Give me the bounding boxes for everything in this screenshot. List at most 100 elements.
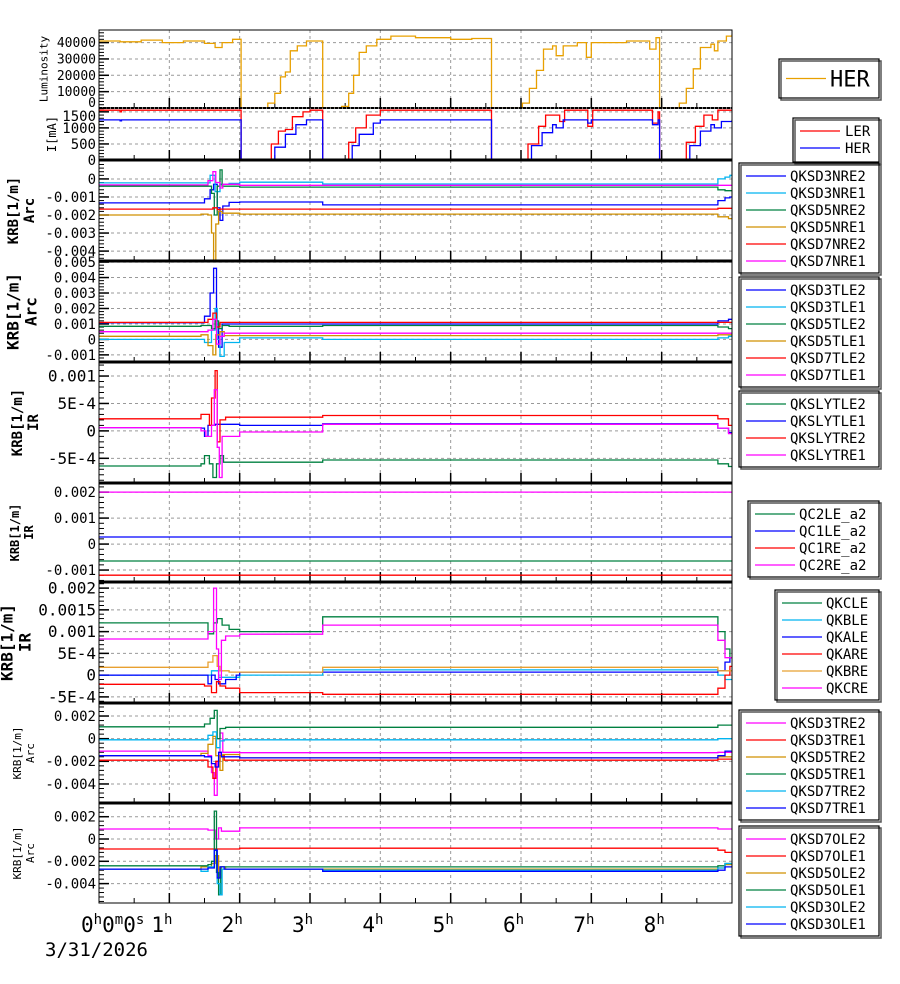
series-line-qksd5tle1	[99, 331, 732, 356]
series-line-qksd7tle2	[99, 312, 732, 328]
y-tick-label: -0.001	[45, 190, 96, 206]
legend-shadow	[740, 164, 882, 276]
x-tick-value: 0	[123, 913, 136, 937]
x-tick-label: 2h	[222, 912, 243, 937]
panel-9: 0.002 0 -0.002 -0.004 KRB[1/m] Arc	[11, 801, 733, 904]
series-line-qkslytre2	[99, 369, 732, 443]
series-group	[99, 709, 732, 796]
x-tick-value: 6	[503, 913, 516, 937]
legend-panel-3: QKSD3NRE2QKSD3NRE1QKSD5NRE2QKSD5NRE1QKSD…	[738, 162, 882, 276]
x-tick-label: 8h	[644, 912, 665, 937]
series-line-qksd3tre2	[99, 732, 732, 796]
legend-shadow	[740, 392, 882, 470]
legend-label: QC1RE_a2	[799, 541, 866, 557]
x-tick-unit: h	[234, 912, 242, 928]
y-tick-label: 0	[88, 153, 96, 169]
legend-label: QKSD7TLE1	[790, 368, 866, 384]
legends: HER LERHERQKSD3NRE2QKSD3NRE1QKSD5NRE2QKSD…	[738, 58, 882, 939]
series-line-qksd7ole2	[99, 827, 732, 840]
x-tick-label: 1h	[151, 912, 172, 937]
legend-label: QKSD3TRE1	[790, 733, 866, 749]
legend-panel-9: QKSD7OLE2QKSD7OLE1QKSD5OLE2QKSD5OLE1QKSD…	[738, 825, 882, 939]
y-axis-label: IR	[16, 633, 35, 653]
y-axis-label: KRB[1/m]	[10, 389, 26, 456]
y-tick-label: -0.001	[45, 348, 96, 364]
x-tick-unit: h	[516, 912, 524, 928]
y-axis-label: Arc	[22, 297, 41, 326]
y-tick-label: 0	[86, 421, 96, 440]
series-line-qkare	[99, 665, 732, 695]
x-tick-label: 6h	[503, 912, 524, 937]
y-tick-label: -5E-4	[48, 449, 96, 468]
legend-label: QKSD3TLE1	[790, 300, 866, 316]
legend-shadow	[740, 827, 882, 939]
legend-shadow	[740, 278, 882, 390]
y-tick-label: 40000	[57, 36, 96, 51]
legend-label: QKALE	[826, 630, 868, 646]
y-axis-label: KRB[1/m]	[6, 177, 22, 244]
series-line-ler	[99, 109, 732, 160]
series-line-qksd5tle2	[99, 320, 732, 330]
legend-box	[738, 709, 880, 821]
y-tick-label: 30000	[57, 52, 96, 67]
legend-label: QKSD5TRE2	[790, 750, 866, 766]
x-tick-value: 0	[102, 913, 115, 937]
series-line-qkbre	[99, 654, 732, 673]
y-tick-label: 5E-4	[57, 394, 96, 413]
legend-label: QKSLYTLE1	[790, 414, 866, 430]
y-tick-label: 0	[88, 732, 96, 748]
series-line-qkcre	[99, 587, 732, 681]
y-axis-label: I[mA]	[45, 116, 59, 152]
legend-shadow	[794, 119, 882, 165]
legend-label: QKSD3TLE2	[790, 283, 866, 299]
panel-7: 0.002 0.0015 0.001 5E-4 0 -5E-4 KRB[1/m] IR	[0, 579, 733, 707]
y-tick-label: -0.002	[45, 854, 96, 870]
series-line-qksd5tre2	[99, 735, 732, 772]
series-group	[99, 491, 732, 576]
y-tick-label: 0	[88, 172, 96, 188]
legend-label: QKSLYTRE2	[790, 431, 866, 447]
x-tick-value: 7	[573, 913, 586, 937]
x-tick-label: 4h	[362, 912, 383, 937]
x-tick-value: 4	[362, 913, 375, 937]
y-axis-label: Luminosity	[38, 36, 51, 103]
series-group	[99, 810, 732, 896]
panel-frame	[98, 107, 733, 161]
x-tick-value: 1	[151, 913, 164, 937]
series-line-her	[99, 34, 732, 108]
series-line-qksd7ole1	[99, 847, 732, 854]
y-tick-label: 1500	[62, 109, 96, 125]
series-line-qksd3tle1	[99, 307, 732, 358]
series-line-qksd3ole1	[99, 849, 732, 879]
y-tick-label: -0.003	[45, 226, 96, 242]
y-axis-label: Arc	[24, 743, 37, 763]
y-axis-label: KRB[1/m]	[0, 604, 17, 681]
series-line-qksd5tre1	[99, 709, 732, 740]
x-tick-label: 0h0m0s	[81, 912, 144, 937]
legend-label: HER	[830, 67, 870, 92]
x-tick-unit: h	[305, 912, 313, 928]
series-group	[99, 267, 732, 358]
series-line-qksd7tle1	[99, 318, 732, 345]
y-tick-label: 0.001	[54, 511, 96, 527]
y-tick-label: -0.004	[45, 877, 96, 893]
legend-shadow	[780, 60, 882, 101]
series-line-qkale	[99, 657, 732, 685]
legend-box	[738, 390, 880, 468]
legend-label: QC1LE_a2	[799, 524, 866, 540]
y-tick-label: 0	[88, 832, 96, 848]
series-line-qkble	[99, 669, 732, 681]
x-tick-value: 3	[292, 913, 305, 937]
legend-label: QKSD3TRE2	[790, 716, 866, 732]
y-tick-label: -0.004	[45, 244, 96, 260]
x-tick-value: 8	[644, 913, 657, 937]
y-tick-label: 10000	[57, 85, 96, 100]
y-tick-label: 0.002	[54, 301, 96, 317]
legend-shadow	[749, 502, 882, 580]
y-tick-label: 0	[88, 537, 96, 553]
y-tick-label: 0.001	[54, 317, 96, 333]
legend-label: QKSD7NRE2	[790, 237, 866, 253]
